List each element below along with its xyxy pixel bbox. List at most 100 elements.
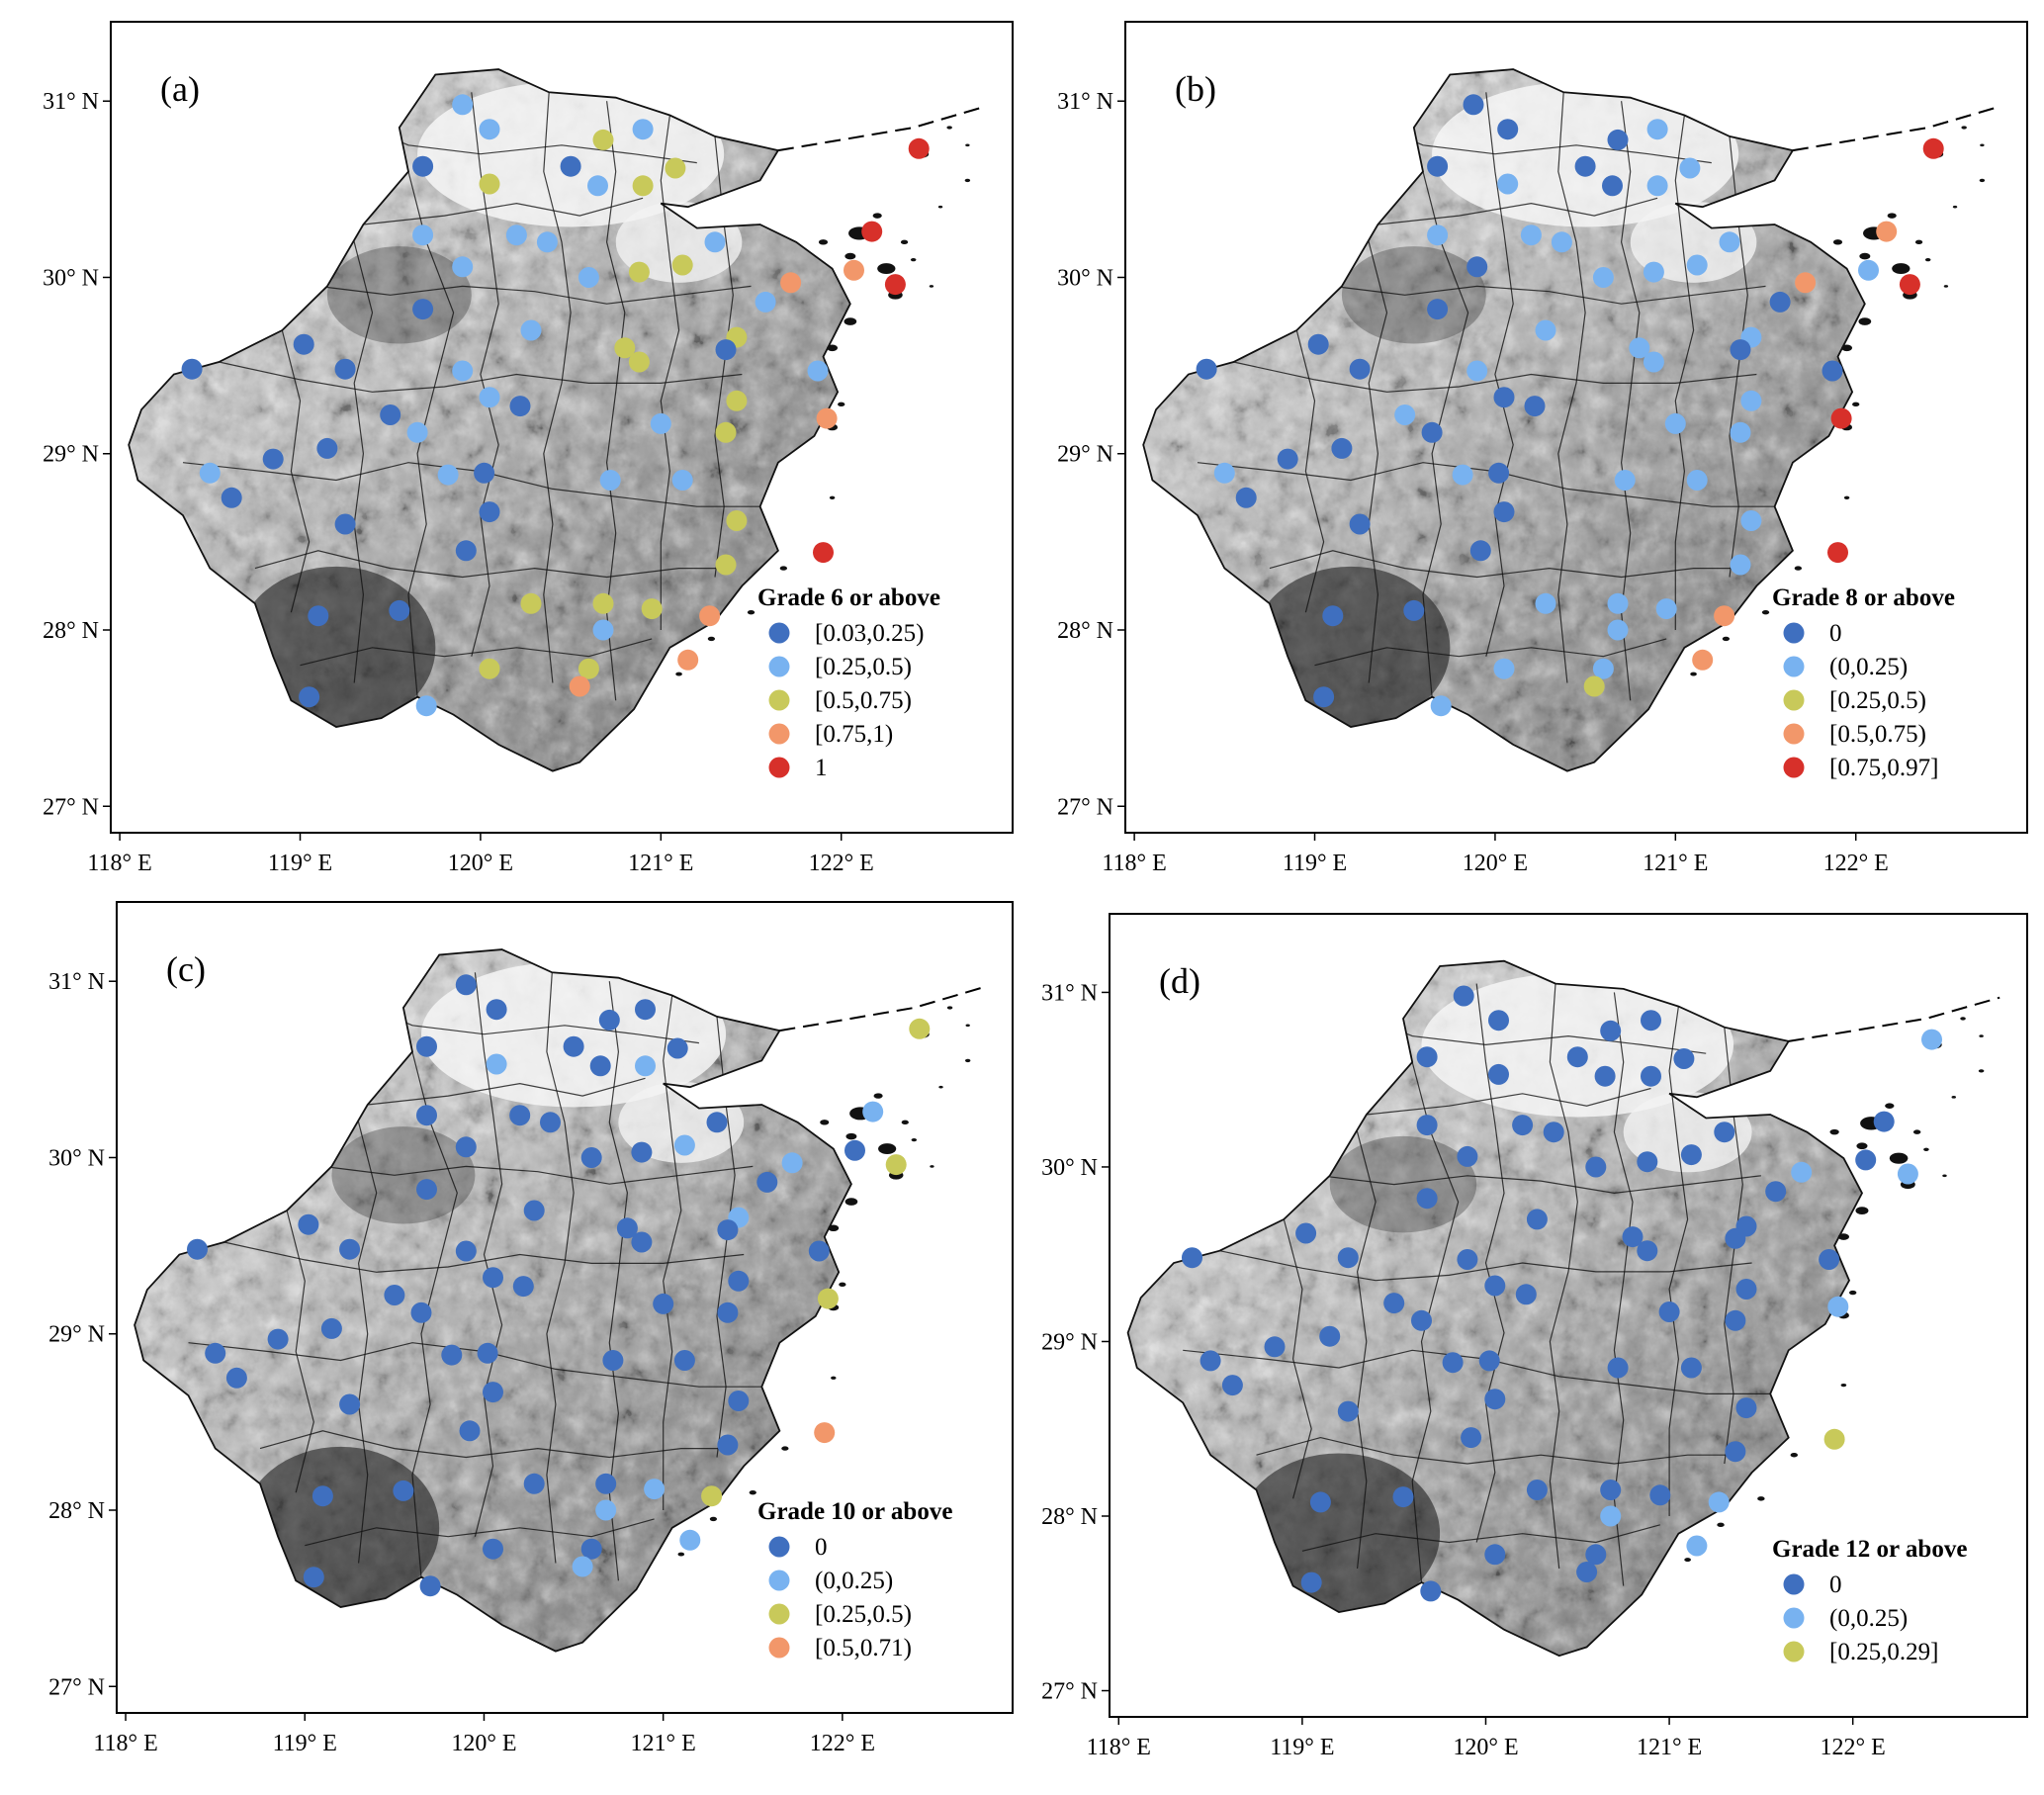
station-marker bbox=[632, 119, 654, 140]
station-marker bbox=[1592, 267, 1614, 288]
station-marker bbox=[1484, 1275, 1506, 1297]
x-tick-label: 120° E bbox=[1463, 851, 1528, 876]
county-boundaries bbox=[188, 972, 762, 1581]
legend-swatch bbox=[768, 1536, 790, 1558]
station-marker bbox=[592, 592, 614, 614]
station-marker bbox=[380, 404, 401, 425]
y-tick-label: 27° N bbox=[1041, 1679, 1098, 1705]
station-marker bbox=[671, 254, 693, 276]
station-marker bbox=[1416, 1046, 1438, 1068]
station-marker bbox=[486, 1053, 507, 1075]
station-marker bbox=[1686, 254, 1708, 276]
station-marker bbox=[1680, 1357, 1702, 1379]
station-marker bbox=[726, 510, 748, 531]
station-marker bbox=[205, 1342, 226, 1364]
station-marker bbox=[1551, 231, 1572, 253]
station-marker bbox=[1337, 1247, 1359, 1269]
station-marker bbox=[1221, 1375, 1243, 1396]
station-marker bbox=[1740, 390, 1762, 411]
legend-entry: [0.25,0.5) bbox=[1829, 687, 1926, 714]
station-marker bbox=[1585, 1544, 1607, 1566]
station-marker bbox=[509, 1105, 531, 1126]
station-marker bbox=[452, 360, 474, 382]
y-tick-label: 27° N bbox=[48, 1674, 105, 1700]
station-marker bbox=[455, 974, 477, 996]
legend-entry: 0 bbox=[1829, 620, 1842, 647]
station-marker bbox=[479, 658, 500, 679]
station-marker bbox=[419, 1575, 441, 1597]
station-marker bbox=[479, 501, 500, 523]
station-marker bbox=[416, 1179, 437, 1201]
station-marker bbox=[1488, 1010, 1509, 1032]
station-marker bbox=[1765, 1181, 1787, 1203]
station-marker bbox=[1394, 404, 1416, 425]
legend-entry: (0,0.25) bbox=[815, 1568, 893, 1594]
station-marker bbox=[540, 1112, 561, 1133]
station-marker bbox=[1526, 1209, 1548, 1230]
station-marker bbox=[1680, 1144, 1702, 1166]
station-marker bbox=[598, 1009, 620, 1031]
station-marker bbox=[1607, 129, 1629, 150]
station-marker bbox=[1264, 1336, 1286, 1358]
station-marker bbox=[1235, 487, 1257, 508]
y-tick-label: 30° N bbox=[48, 1145, 105, 1171]
station-marker bbox=[1300, 1571, 1322, 1593]
station-marker bbox=[602, 1350, 624, 1371]
station-marker bbox=[452, 94, 474, 116]
station-marker bbox=[1421, 421, 1443, 443]
station-marker bbox=[756, 1171, 778, 1193]
station-marker bbox=[1457, 1249, 1478, 1270]
station-marker bbox=[523, 1473, 545, 1494]
station-marker bbox=[455, 540, 477, 562]
station-marker bbox=[1427, 155, 1449, 177]
station-marker bbox=[1484, 1389, 1506, 1410]
station-marker bbox=[628, 351, 650, 373]
sea-boundary-dashed bbox=[779, 985, 987, 1032]
station-marker bbox=[572, 1556, 593, 1577]
legend-swatch bbox=[1783, 1607, 1805, 1629]
legend: Grade 8 or above 0 (0,0.25) [0.25,0.5) [0.5,… bbox=[1772, 584, 1955, 781]
province-outline bbox=[1142, 68, 1866, 772]
station-marker bbox=[1641, 1065, 1661, 1087]
station-marker bbox=[592, 619, 614, 641]
legend-entry: [0.25,0.5) bbox=[815, 1601, 912, 1628]
station-marker bbox=[1466, 256, 1488, 278]
station-marker bbox=[474, 462, 495, 484]
station-marker bbox=[1466, 360, 1488, 382]
station-marker bbox=[1331, 437, 1353, 459]
station-marker bbox=[1641, 1010, 1661, 1032]
station-marker bbox=[505, 224, 527, 246]
station-marker bbox=[311, 1485, 333, 1507]
station-marker bbox=[1349, 358, 1371, 380]
x-tick-label: 121° E bbox=[1637, 1735, 1702, 1760]
station-marker bbox=[1392, 1486, 1414, 1508]
station-marker bbox=[816, 407, 838, 429]
station-marker bbox=[908, 137, 930, 159]
station-marker bbox=[1520, 224, 1542, 246]
station-marker bbox=[641, 598, 663, 620]
station-marker bbox=[679, 1529, 701, 1551]
station-marker bbox=[479, 173, 500, 195]
y-tick-label: 31° N bbox=[48, 969, 105, 995]
station-markers bbox=[1182, 985, 1942, 1602]
station-marker bbox=[1725, 1441, 1746, 1463]
province-outline bbox=[128, 68, 851, 772]
station-marker bbox=[1791, 1161, 1813, 1183]
station-marker bbox=[1730, 421, 1751, 443]
station-marker bbox=[1622, 1226, 1644, 1248]
station-marker bbox=[1735, 1397, 1757, 1419]
station-marker bbox=[452, 256, 474, 278]
legend: Grade 12 or above 0 (0,0.25) [0.25,0.29] bbox=[1772, 1536, 1967, 1665]
station-marker bbox=[1607, 592, 1629, 614]
station-marker bbox=[298, 1213, 319, 1235]
station-marker bbox=[384, 1285, 405, 1305]
station-markers bbox=[1196, 94, 1944, 717]
legend-entry: [0.03,0.25) bbox=[815, 620, 924, 647]
x-tick-label: 119° E bbox=[1270, 1735, 1334, 1760]
station-marker bbox=[512, 1276, 534, 1298]
station-marker bbox=[1858, 259, 1879, 281]
station-marker bbox=[861, 221, 883, 242]
station-marker bbox=[569, 675, 590, 697]
station-marker bbox=[299, 686, 320, 708]
station-marker bbox=[667, 1037, 688, 1059]
